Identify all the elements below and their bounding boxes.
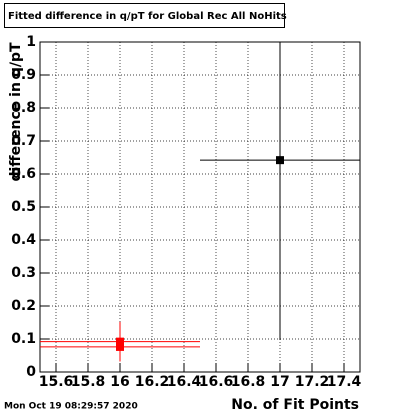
y-tick-label: 0.4: [11, 232, 36, 248]
y-tick-label: 1: [26, 34, 36, 50]
x-tick-label: 16.8: [231, 374, 266, 390]
x-tick-label: 16.4: [167, 374, 202, 390]
marker: [116, 342, 124, 351]
plot-border: [39, 41, 361, 373]
x-tick-label: 15.8: [71, 374, 106, 390]
y-axis-label: difference in q/pT: [8, 42, 24, 181]
x-tick-label: 16: [110, 374, 129, 390]
y-tick-label: 0.6: [11, 166, 36, 182]
timestamp: Mon Oct 19 08:29:57 2020: [4, 402, 138, 412]
x-axis-label: No. of Fit Points: [231, 397, 359, 413]
y-tick-label: 0.3: [11, 265, 36, 281]
x-tick-label: 16.6: [199, 374, 234, 390]
y-tick-label: 0.5: [11, 199, 36, 215]
x-tick-label: 17.4: [327, 374, 362, 390]
x-tick-label: 15.6: [39, 374, 74, 390]
y-tick-label: 0.7: [11, 133, 36, 149]
marker: [276, 156, 284, 165]
y-tick-label: 0.8: [11, 100, 36, 116]
title-box: [4, 3, 285, 28]
x-tick-label: 17: [270, 374, 289, 390]
y-tick-label: 0.1: [11, 331, 36, 347]
y-tick-label: 0.9: [11, 67, 36, 83]
x-tick-label: 17.2: [295, 374, 330, 390]
y-tick-label: 0: [26, 364, 36, 380]
y-tick-label: 0.2: [11, 298, 36, 314]
x-tick-label: 16.2: [135, 374, 170, 390]
chart-title: Fitted difference in q/pT for Global Rec…: [8, 11, 287, 22]
